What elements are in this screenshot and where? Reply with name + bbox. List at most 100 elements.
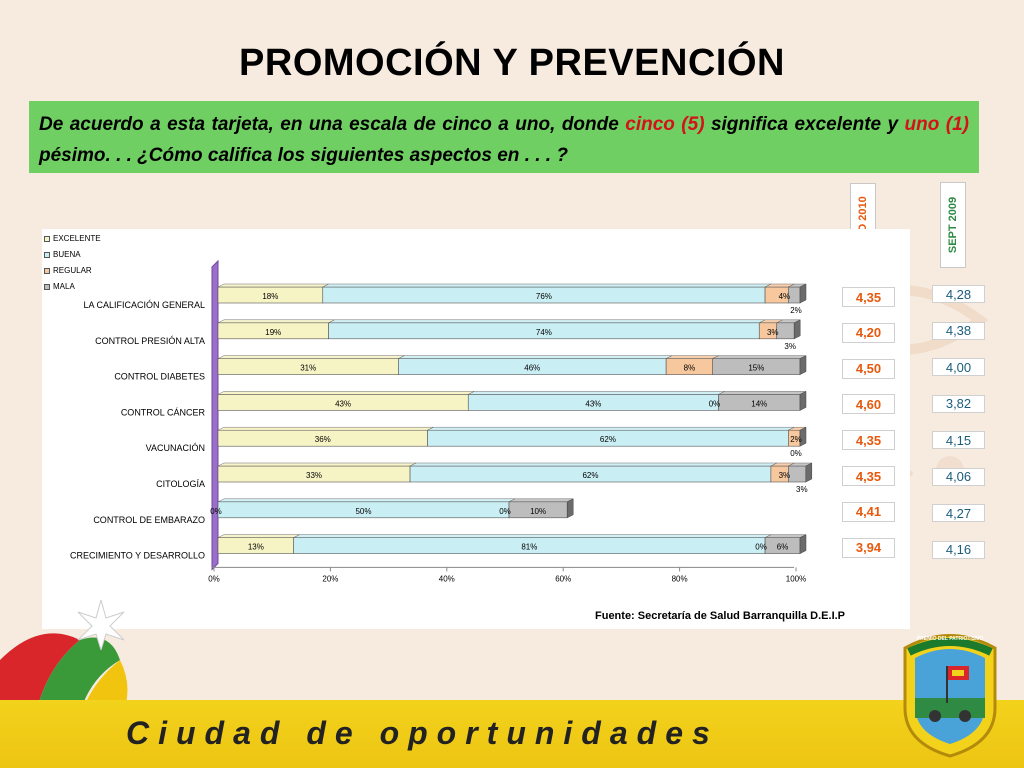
data-label: 8% bbox=[684, 364, 696, 373]
x-tick-label: 60% bbox=[555, 574, 571, 583]
bar-segment-top bbox=[217, 462, 417, 467]
emblem-text: PREMIO DEL PATRIOTISMO bbox=[916, 636, 984, 642]
score-may-2010: 3,94 bbox=[842, 537, 895, 558]
data-label: 6% bbox=[777, 543, 789, 552]
legend-swatch-regular bbox=[44, 268, 50, 274]
bar-segment-top bbox=[217, 498, 516, 503]
score-sep-2009: 4,00 bbox=[932, 358, 985, 376]
data-label: 43% bbox=[335, 399, 351, 408]
bar-segment-top bbox=[764, 534, 807, 538]
data-label: 3% bbox=[779, 471, 791, 480]
score-may-2010: 4,35 bbox=[842, 430, 895, 451]
legend-swatch-excelente bbox=[44, 236, 50, 242]
score-sep-2009: 3,82 bbox=[932, 394, 985, 413]
question-box: De acuerdo a esta tarjeta, en una escala… bbox=[29, 101, 979, 173]
bar-segment-top bbox=[712, 355, 807, 359]
footer-band bbox=[0, 700, 1024, 768]
data-label: 3% bbox=[796, 485, 808, 494]
question-part-3: pésimo. . . ¿Cómo califica los siguiente… bbox=[39, 145, 568, 166]
score-sep-2009: 4,16 bbox=[932, 540, 985, 559]
data-label: 0% bbox=[790, 449, 802, 458]
bar-segment-top bbox=[217, 319, 335, 324]
legend-label-buena: BUENA bbox=[53, 250, 81, 259]
data-label: 62% bbox=[600, 435, 616, 444]
legend-label-excelente: EXCELENTE bbox=[53, 234, 101, 243]
chart-legend: EXCELENTE BUENA REGULAR MALA bbox=[44, 231, 101, 295]
score-may-2010: 4,60 bbox=[842, 394, 895, 415]
bar-end-cap bbox=[799, 355, 807, 376]
bar-segment bbox=[788, 465, 807, 483]
x-tick-label: 20% bbox=[322, 574, 338, 583]
category-label: LA CALIFICACIÓN GENERAL bbox=[83, 300, 205, 310]
bar-end-cap bbox=[566, 498, 574, 519]
bar-end-cap bbox=[799, 283, 807, 304]
data-label: 31% bbox=[300, 364, 316, 373]
score-sep-2009: 4,28 bbox=[932, 285, 985, 303]
score-sep-2009: 4,15 bbox=[932, 431, 985, 449]
data-label: 33% bbox=[306, 471, 322, 480]
bar-segment-top bbox=[217, 391, 475, 395]
data-label: 46% bbox=[524, 364, 540, 373]
data-label: 74% bbox=[536, 328, 552, 337]
data-label: 50% bbox=[355, 507, 371, 516]
question-highlight-one: uno (1) bbox=[904, 114, 970, 135]
score-sep-2009: 4,27 bbox=[932, 504, 985, 522]
source-note: Fuente: Secretaría de Salud Barranquilla… bbox=[595, 610, 846, 622]
data-label: 19% bbox=[265, 328, 281, 337]
score-may-2010: 4,35 bbox=[842, 287, 895, 307]
legend-item-regular: REGULAR bbox=[44, 263, 101, 279]
data-label: 13% bbox=[248, 543, 264, 552]
data-label: 76% bbox=[536, 292, 552, 301]
data-label: 4% bbox=[779, 292, 791, 301]
legend-swatch-mala bbox=[44, 284, 50, 290]
data-label: 0% bbox=[709, 399, 721, 408]
x-tick-label: 80% bbox=[672, 574, 688, 583]
data-label: 81% bbox=[521, 543, 537, 552]
data-label: 10% bbox=[530, 507, 546, 516]
data-label: 3% bbox=[767, 328, 779, 337]
bar-end-cap bbox=[799, 390, 807, 411]
legend-swatch-buena bbox=[44, 252, 50, 258]
score-may-2010: 4,35 bbox=[842, 466, 895, 486]
bar-segment-top bbox=[217, 534, 300, 538]
x-tick-label: 0% bbox=[208, 574, 220, 583]
bar-segment-top bbox=[217, 283, 329, 288]
period-tag-sep: SEPT 2009 bbox=[940, 182, 966, 268]
bar-segment-top bbox=[666, 355, 719, 359]
footer-slogan: Ciudad de oportunidades bbox=[126, 715, 719, 751]
category-label: VACUNACIÓN bbox=[146, 443, 205, 453]
data-label: 0% bbox=[499, 507, 511, 516]
data-label: 36% bbox=[315, 435, 331, 444]
bar-segment-top bbox=[328, 319, 766, 324]
category-label: CONTROL CÁNCER bbox=[121, 407, 206, 417]
bar-end-cap bbox=[799, 534, 807, 555]
legend-label-mala: MALA bbox=[53, 282, 75, 291]
data-label: 0% bbox=[755, 543, 767, 552]
data-label: 15% bbox=[748, 364, 764, 373]
bar-end-cap bbox=[805, 462, 813, 483]
bar-segment-top bbox=[508, 498, 574, 503]
bar-segment bbox=[776, 322, 795, 340]
data-label: 43% bbox=[585, 399, 601, 408]
legend-item-excelente: EXCELENTE bbox=[44, 231, 101, 247]
category-label: CONTROL PRESIÓN ALTA bbox=[95, 336, 205, 346]
star-burst-icon bbox=[77, 600, 125, 650]
category-label: CONTROL DIABETES bbox=[114, 372, 205, 382]
page-title: PROMOCIÓN Y PREVENCIÓN bbox=[239, 42, 785, 84]
city-emblem-logo bbox=[903, 634, 997, 758]
bar-segment-top bbox=[217, 426, 434, 431]
bar-segment-top bbox=[427, 426, 795, 431]
data-label: 2% bbox=[790, 435, 802, 444]
bar-segment-top bbox=[718, 391, 807, 395]
bar-segment-top bbox=[217, 355, 405, 359]
score-may-2010: 4,20 bbox=[842, 322, 895, 343]
category-label: CITOLOGÍA bbox=[156, 479, 205, 489]
score-sep-2009: 4,06 bbox=[932, 467, 985, 486]
question-part-2: significa excelente y bbox=[704, 114, 905, 135]
bar-end-cap bbox=[793, 319, 801, 340]
data-label: 18% bbox=[262, 292, 278, 301]
question-part-1: De acuerdo a esta tarjeta, en una escala… bbox=[39, 114, 626, 135]
chart-back-wall bbox=[211, 259, 219, 571]
category-label: CRECIMIENTO Y DESARROLLO bbox=[70, 551, 205, 561]
